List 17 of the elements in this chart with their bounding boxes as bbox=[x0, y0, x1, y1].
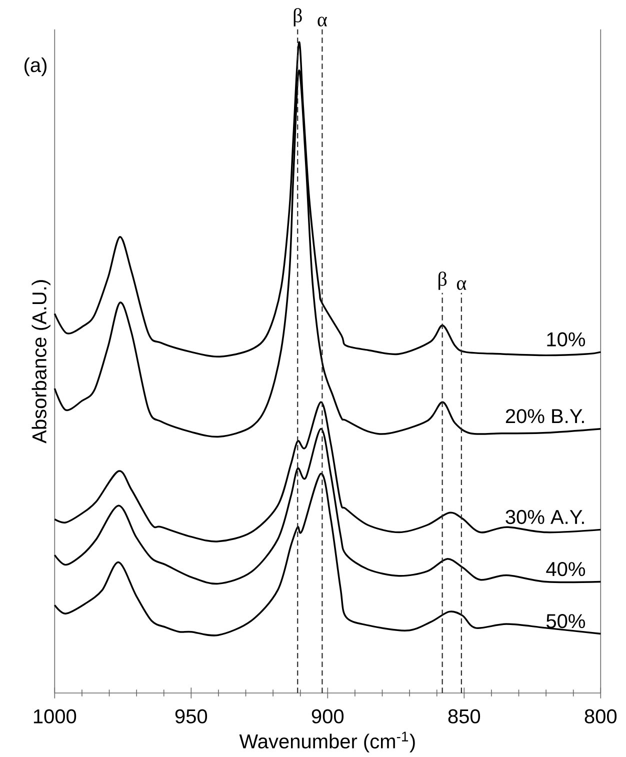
text: (a) bbox=[24, 57, 46, 76]
series-label: 40% bbox=[546, 562, 585, 576]
ref-line-label: β bbox=[294, 8, 302, 26]
x-tick-label: 850 bbox=[448, 709, 480, 724]
y-axis-title: Absorbance (A.U.) bbox=[32, 280, 50, 444]
ref-line-label: β bbox=[438, 272, 447, 290]
series-label: 20% B.Y. bbox=[506, 409, 584, 424]
x-axis-title: Wavenumber (cm$^{-1}$) bbox=[239, 732, 415, 752]
x-tick-label: 1000 bbox=[34, 709, 76, 724]
series-label: 30% A.Y. bbox=[506, 510, 584, 524]
series-label: 50% bbox=[546, 614, 585, 628]
x-tick-label: 900 bbox=[312, 709, 344, 724]
series-label: 10% bbox=[547, 332, 585, 346]
x-tick-label: 800 bbox=[584, 709, 617, 724]
ref-line-label: α bbox=[456, 280, 466, 290]
x-tick-label: 950 bbox=[175, 709, 208, 724]
ref-line-label: α bbox=[318, 16, 327, 26]
